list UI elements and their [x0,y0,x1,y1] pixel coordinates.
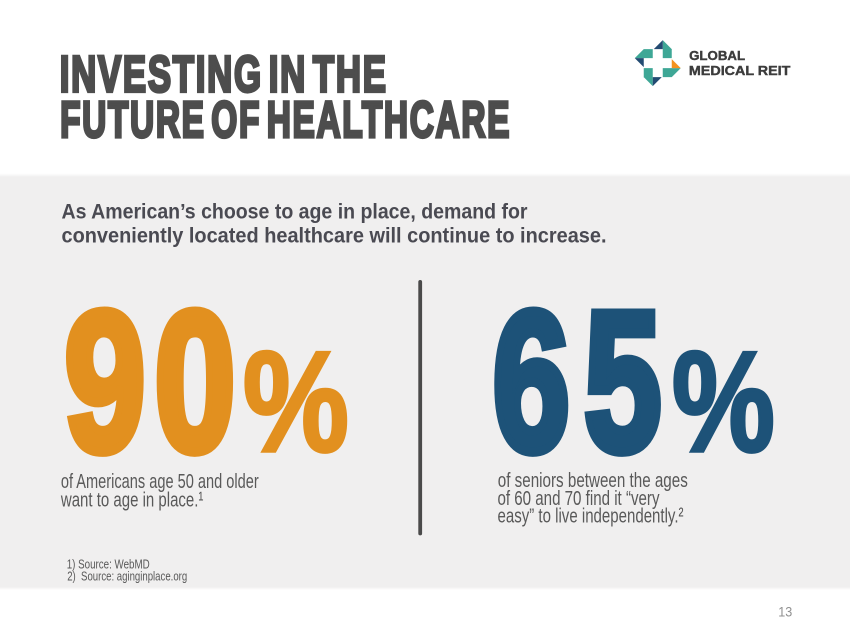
svg-text:GLOBAL: GLOBAL [689,48,745,63]
svg-text:FUTURE OF HEALTHCARE: FUTURE OF HEALTHCARE [60,91,511,148]
svg-text:1) Source: WebMD: 1) Source: WebMD [67,556,150,571]
svg-text:want to age in place.¹: want to age in place.¹ [60,489,203,512]
svg-text:%: % [243,323,349,482]
svg-text:65: 65 [493,271,676,493]
svg-text:of 60 and 70 find it “very: of 60 and 70 find it “very [498,487,661,510]
svg-text:13: 13 [778,603,792,619]
svg-text:of seniors between the ages: of seniors between the ages [498,469,688,492]
svg-text:of Americans age 50 and older: of Americans age 50 and older [61,470,259,493]
svg-text:easy” to live independently.²: easy” to live independently.² [498,505,684,528]
svg-text:MEDICAL REIT: MEDICAL REIT [689,63,791,78]
svg-text:conveniently located healthcar: conveniently located healthcare will con… [62,224,607,248]
svg-text:As American’s choose to age in: As American’s choose to age in place, de… [62,200,528,224]
svg-text:INVESTING IN THE: INVESTING IN THE [60,46,388,103]
svg-text:%: % [672,323,775,482]
svg-text:90: 90 [64,271,244,493]
svg-text:2) Source: aginginplace.org: 2) Source: aginginplace.org [67,569,187,584]
